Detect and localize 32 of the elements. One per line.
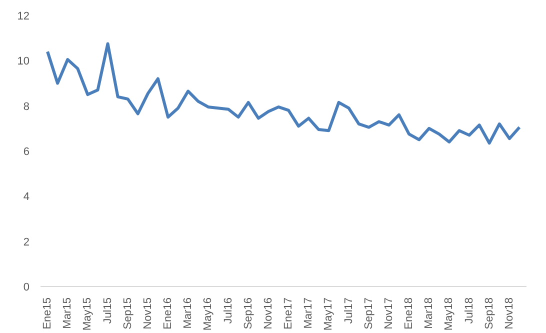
x-tick-label: Mar15 <box>62 297 74 329</box>
x-tick-label: Jul16 <box>222 298 234 324</box>
x-tick-label: Ene15 <box>42 297 54 330</box>
x-tick-label: May16 <box>202 297 214 331</box>
x-tick-label: Ene17 <box>282 297 295 330</box>
x-tick-label: Jul15 <box>102 298 114 324</box>
x-tick-label: May18 <box>443 297 456 331</box>
line-series <box>46 42 521 145</box>
x-tick-label: Sep16 <box>242 297 254 330</box>
x-tick-label: Ene16 <box>162 297 174 330</box>
x-tick-label: Nov17 <box>382 298 395 330</box>
y-tick-label: 2 <box>23 236 30 248</box>
y-tick-label: 10 <box>17 56 30 68</box>
y-tick-label: 8 <box>23 100 30 113</box>
x-tick-label: Nov18 <box>503 298 516 330</box>
x-tick-label: Jul17 <box>342 298 355 324</box>
x-tick-label: Ene18 <box>403 297 416 330</box>
x-tick-label: Sep15 <box>122 297 134 330</box>
x-tick-label: Mar17 <box>302 297 315 329</box>
x-tick-label: Mar18 <box>423 297 436 329</box>
x-tick-label: May17 <box>322 297 335 331</box>
y-tick-label: 0 <box>23 282 30 294</box>
x-tick-label: Nov16 <box>262 298 274 330</box>
y-tick-label: 6 <box>23 146 30 158</box>
x-tick-label: May15 <box>82 297 94 331</box>
x-tick-label: Jul18 <box>463 298 476 324</box>
x-tick-label: Sep17 <box>362 297 375 330</box>
y-tick-label: 12 <box>17 10 30 22</box>
y-tick-label: 4 <box>23 191 30 204</box>
x-tick-label: Mar16 <box>182 297 194 329</box>
x-tick-label: Sep18 <box>483 297 496 330</box>
x-tick-label: Nov15 <box>142 298 154 330</box>
